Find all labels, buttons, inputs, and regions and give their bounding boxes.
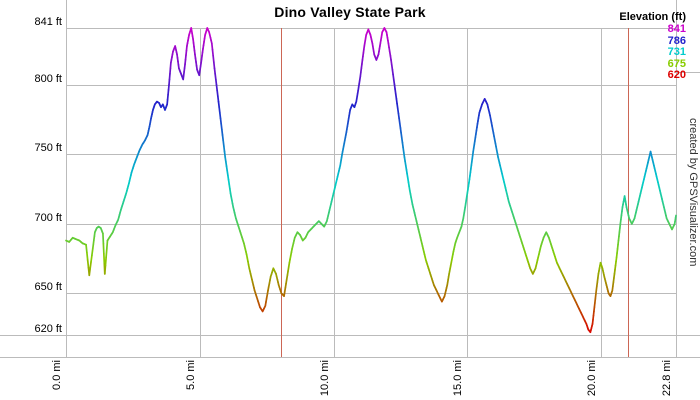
legend: Elevation (ft) 841 786 731 675 620 bbox=[619, 12, 686, 82]
x-tick-10: 10.0 mi bbox=[318, 360, 331, 397]
x-tick-5: 5.0 mi bbox=[184, 360, 197, 390]
x-tick-0: 0.0 mi bbox=[51, 360, 63, 390]
x-tick-22-8: 22.8 mi bbox=[661, 360, 673, 397]
legend-entry-731: 731 bbox=[667, 46, 686, 58]
y-tick-800: 800 ft bbox=[34, 72, 62, 85]
legend-entry-675: 675 bbox=[667, 57, 686, 70]
legend-entry-786: 786 bbox=[667, 34, 686, 47]
gridlines bbox=[0, 0, 700, 358]
attribution-text: created by GPSVisualizer.com bbox=[687, 118, 699, 267]
legend-title: Elevation (ft) bbox=[619, 11, 686, 23]
waypoint-markers bbox=[281, 28, 629, 357]
elevation-series bbox=[65, 27, 677, 334]
y-tick-620: 620 ft bbox=[34, 323, 62, 335]
x-tick-15: 15.0 mi bbox=[452, 360, 465, 397]
page-title: Dino Valley State Park bbox=[274, 4, 426, 20]
legend-entry-620: 620 bbox=[667, 69, 686, 81]
y-tick-750: 750 ft bbox=[34, 142, 62, 155]
x-tick-20: 20.0 mi bbox=[586, 360, 599, 397]
y-tick-841: 841 ft bbox=[34, 16, 62, 28]
legend-entry-841: 841 bbox=[667, 23, 686, 35]
y-tick-700: 700 ft bbox=[34, 211, 62, 224]
legend-entries: 841 786 731 675 620 bbox=[619, 23, 686, 82]
y-tick-650: 650 ft bbox=[34, 281, 62, 294]
y-axis-labels: 841 ft 800 ft 750 ft 700 ft 650 ft 620 ft bbox=[0, 0, 62, 400]
